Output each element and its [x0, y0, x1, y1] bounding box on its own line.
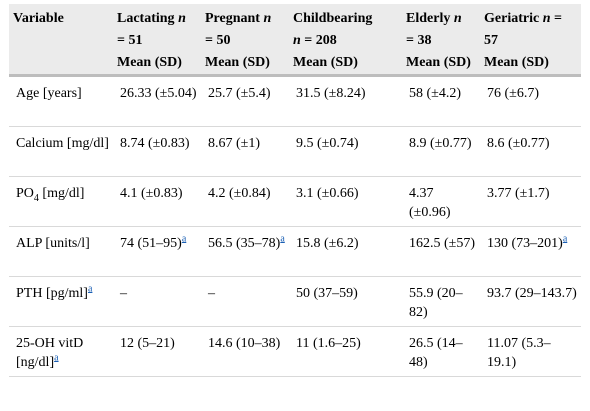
header-pregnant-label: Pregnant [205, 11, 260, 26]
header-geriatric: Geriatric n = 57 [480, 4, 581, 52]
cell: 9.5 (±0.74) [289, 126, 402, 177]
table-row: Age [years] 26.33 (±5.04) 25.7 (±5.4) 31… [9, 75, 581, 127]
footnote-link[interactable]: a [181, 233, 187, 245]
header-childbearing-label: Childbearing [293, 11, 373, 26]
footnote-link[interactable]: a [87, 283, 93, 295]
header-childbearing-count: = 208 [304, 33, 337, 48]
cell: 4.2 (±0.84) [201, 176, 289, 227]
cell: 26.5 (14–48) [402, 326, 480, 377]
header-geriatric-n: n [542, 11, 551, 26]
cell: 3.1 (±0.66) [289, 176, 402, 227]
cell: 58 (±4.2) [402, 75, 480, 127]
header-stat-variable [9, 52, 113, 77]
cell-value: 56.5 (35–78) [208, 236, 281, 251]
header-lactating-n: n [178, 11, 186, 26]
cell: 3.77 (±1.7) [480, 176, 581, 227]
cell: 76 (±6.7) [480, 75, 581, 127]
header-pregnant-n: n [263, 11, 272, 26]
header-stat-row: Mean (SD) Mean (SD) Mean (SD) Mean (SD) … [9, 52, 581, 77]
cell: 4.37 (±0.96) [402, 176, 480, 227]
cell: 8.6 (±0.77) [480, 126, 581, 177]
cell: 8.74 (±0.83) [113, 126, 201, 177]
header-stat-elderly: Mean (SD) [402, 52, 480, 77]
cell: 8.67 (±1) [201, 126, 289, 177]
cell: 11.07 (5.3–19.1) [480, 326, 581, 377]
header-variable-label: Variable [13, 11, 64, 26]
table-row: 25-OH vitD [ng/dl]a 12 (5–21) 14.6 (10–3… [9, 326, 581, 377]
header-stat-lactating: Mean (SD) [113, 52, 201, 77]
row-label-vitd: 25-OH vitD [ng/dl]a [9, 326, 113, 377]
row-label-calcium: Calcium [mg/dl] [9, 126, 113, 177]
table-header: Variable Lactating n = 51 Pregnant n = 50 … [9, 4, 581, 77]
cell: 25.7 (±5.4) [201, 75, 289, 127]
cell: 55.9 (20–82) [402, 276, 480, 327]
cell: 26.33 (±5.04) [113, 75, 201, 127]
cell: 74 (51–95)a [113, 226, 201, 277]
header-childbearing-n: n [293, 33, 301, 48]
header-elderly-count: = 38 [406, 33, 432, 48]
header-variable: Variable [9, 4, 113, 52]
cell: – [201, 276, 289, 327]
header-geriatric-count: = 57 [484, 11, 562, 48]
footnote-link[interactable]: a [562, 233, 568, 245]
row-label-po4-unit: [mg/dl] [38, 186, 85, 201]
cell-value: 74 (51–95) [120, 236, 182, 251]
row-label-vitd-text: 25-OH vitD [ng/dl] [16, 336, 84, 370]
header-childbearing: Childbearing n = 208 [289, 4, 402, 52]
header-lactating-count: = 51 [117, 33, 143, 48]
row-label-alp: ALP [units/l] [9, 226, 113, 277]
footnote-link[interactable]: a [280, 233, 285, 245]
table-row: ALP [units/l] 74 (51–95)a 56.5 (35–78)a … [9, 226, 581, 277]
header-elderly-n: n [453, 11, 462, 26]
header-elderly-label: Elderly [406, 11, 451, 26]
row-label-pth-text: PTH [pg/ml] [16, 286, 88, 301]
footnote-link[interactable]: a [54, 352, 59, 364]
row-label-age: Age [years] [9, 75, 113, 127]
header-stat-childbearing: Mean (SD) [289, 52, 402, 77]
data-table: Variable Lactating n = 51 Pregnant n = 50 … [9, 4, 581, 377]
cell: 4.1 (±0.83) [113, 176, 201, 227]
cell: 15.8 (±6.2) [289, 226, 402, 277]
table-row: Calcium [mg/dl] 8.74 (±0.83) 8.67 (±1) 9… [9, 126, 581, 177]
header-pregnant: Pregnant n = 50 [201, 4, 289, 52]
table-body: Age [years] 26.33 (±5.04) 25.7 (±5.4) 31… [9, 75, 581, 377]
cell: 50 (37–59) [289, 276, 402, 327]
cell-value: 130 (73–201) [487, 236, 563, 251]
cell: 162.5 (±57) [402, 226, 480, 277]
header-stat-geriatric: Mean (SD) [480, 52, 581, 77]
header-row: Variable Lactating n = 51 Pregnant n = 50 … [9, 4, 581, 52]
row-label-po4: PO4 [mg/dl] [9, 176, 113, 227]
cell: 14.6 (10–38) [201, 326, 289, 377]
table-row: PTH [pg/ml]a – – 50 (37–59) 55.9 (20–82)… [9, 276, 581, 327]
cell: 130 (73–201)a [480, 226, 581, 277]
table-row: PO4 [mg/dl] 4.1 (±0.83) 4.2 (±0.84) 3.1 … [9, 176, 581, 227]
cell: 31.5 (±8.24) [289, 75, 402, 127]
header-geriatric-label: Geriatric [484, 11, 540, 26]
cell: 8.9 (±0.77) [402, 126, 480, 177]
row-label-po4-prefix: PO [16, 186, 34, 201]
row-label-po4-subscript: 4 [33, 192, 39, 204]
row-label-pth: PTH [pg/ml]a [9, 276, 113, 327]
header-pregnant-count: = 50 [205, 33, 231, 48]
header-elderly: Elderly n = 38 [402, 4, 480, 52]
cell: – [113, 276, 201, 327]
header-lactating: Lactating n = 51 [113, 4, 201, 52]
header-lactating-label: Lactating [117, 11, 175, 26]
header-stat-pregnant: Mean (SD) [201, 52, 289, 77]
cell: 12 (5–21) [113, 326, 201, 377]
cell: 56.5 (35–78)a [201, 226, 289, 277]
cell: 93.7 (29–143.7) [480, 276, 581, 327]
cell: 11 (1.6–25) [289, 326, 402, 377]
